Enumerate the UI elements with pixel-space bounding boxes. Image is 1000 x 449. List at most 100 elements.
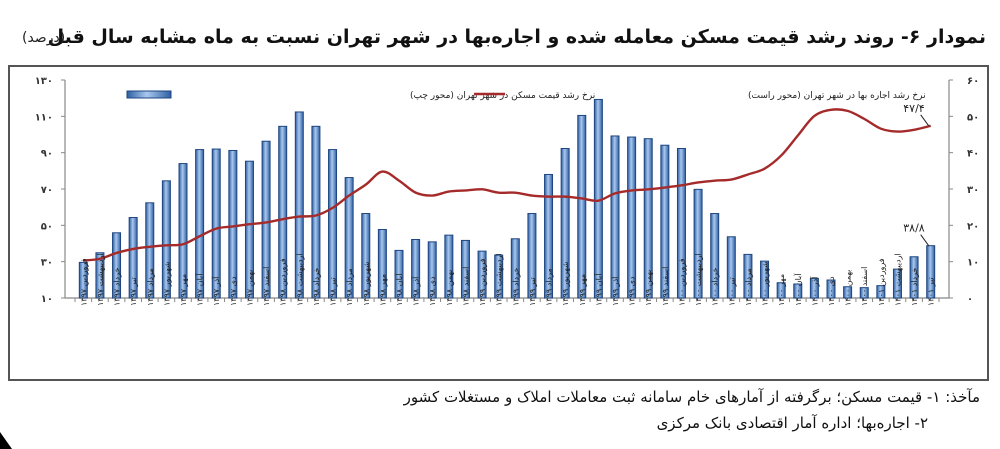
right-y-tick-label: ۰ bbox=[967, 294, 973, 305]
x-tick-label: اسفند ۱۳۹۷ bbox=[262, 267, 271, 306]
bar bbox=[278, 125, 288, 299]
bar bbox=[776, 282, 786, 299]
x-tick-label: اردیبهشت ۱۴۰۱ bbox=[893, 253, 902, 306]
bar bbox=[328, 149, 338, 299]
left-y-tick-label: ۱۰ bbox=[41, 294, 53, 305]
bar bbox=[610, 135, 620, 299]
data-annotation: ۴۷/۴ bbox=[903, 102, 925, 115]
x-tick-label: تیر ۱۳۹۸ bbox=[329, 277, 338, 306]
x-tick-label: مرداد ۱۳۹۷ bbox=[146, 268, 155, 306]
bar bbox=[826, 279, 836, 299]
bar bbox=[477, 250, 487, 299]
bar bbox=[427, 241, 437, 299]
x-tick-label: فروردین ۱۳۹۸ bbox=[279, 258, 288, 306]
right-y-tick-label: ۱۰ bbox=[967, 258, 979, 269]
bar bbox=[510, 238, 520, 299]
x-tick-label: تیر ۱۴۰۱ bbox=[927, 277, 936, 306]
x-axis-labels: فروردین ۱۳۹۷ اردیبهشت ۱۳۹۷ خرداد ۱۳۹۷ تیر ۱… bbox=[79, 253, 935, 306]
x-tick-label: شهریور ۱۳۹۹ bbox=[561, 261, 570, 306]
bar bbox=[527, 213, 537, 299]
rent-line bbox=[83, 108, 931, 262]
x-tick-label: شهریور ۱۳۹۷ bbox=[162, 261, 171, 306]
x-tick-label: خرداد ۱۳۹۷ bbox=[113, 268, 122, 306]
x-tick-label: مرداد ۱۳۹۸ bbox=[345, 268, 354, 306]
bar-series-housing-price bbox=[78, 98, 936, 299]
bar bbox=[444, 234, 454, 299]
legend-bar-label: نرخ رشد قیمت مسکن در شهر تهران (محور چپ) bbox=[410, 91, 595, 101]
chart-title: نمودار ۶- روند رشد قیمت مسکن معامله شده … bbox=[47, 26, 986, 48]
bar bbox=[460, 239, 470, 299]
left-y-tick-label: ۷۰ bbox=[41, 185, 53, 196]
bar bbox=[876, 285, 886, 299]
data-annotation: ۳۸/۸ bbox=[903, 222, 925, 235]
x-tick-label: دی ۱۳۹۷ bbox=[229, 276, 238, 306]
bar bbox=[909, 256, 919, 299]
x-tick-label: تیر ۱۴۰۰ bbox=[727, 277, 736, 306]
bar bbox=[660, 144, 670, 299]
x-tick-label: اردیبهشت ۱۳۹۸ bbox=[295, 253, 304, 306]
x-tick-label: بهمن ۱۳۹۷ bbox=[245, 270, 254, 306]
x-tick-label: خرداد ۱۳۹۹ bbox=[511, 268, 520, 306]
x-tick-label: آذر ۱۳۹۸ bbox=[411, 276, 421, 306]
x-tick-label: دی ۱۳۹۹ bbox=[628, 276, 637, 306]
x-tick-label: اردیبهشت ۱۳۹۹ bbox=[495, 253, 504, 306]
x-tick-label: اردیبهشت ۱۴۰۰ bbox=[694, 253, 703, 306]
line-series-rent bbox=[83, 108, 931, 262]
bar bbox=[244, 160, 254, 299]
chart-frame bbox=[8, 65, 989, 381]
source-notes: مآخذ: ۱- قیمت مسکن؛ برگرفته از آمارهای خ… bbox=[404, 388, 980, 432]
bar bbox=[112, 232, 122, 299]
x-tick-label: مهر ۱۴۰۰ bbox=[777, 274, 786, 306]
legend-bar-swatch bbox=[126, 90, 172, 99]
bar bbox=[560, 147, 570, 299]
x-tick-label: مهر ۱۳۹۸ bbox=[378, 274, 387, 306]
x-tick-label: بهمن ۱۴۰۰ bbox=[844, 270, 853, 306]
left-y-tick-label: ۵۰ bbox=[41, 221, 53, 232]
right-y-tick-label: ۴۰ bbox=[967, 149, 979, 160]
right-y-tick-label: ۲۰ bbox=[967, 221, 979, 232]
x-tick-label: فروردین ۱۴۰۰ bbox=[677, 258, 686, 306]
unit-label: (درصد) bbox=[22, 30, 66, 46]
bar bbox=[892, 268, 902, 299]
bar bbox=[211, 148, 221, 299]
bar bbox=[145, 202, 155, 299]
x-tick-label: اردیبهشت ۱۳۹۷ bbox=[96, 253, 105, 306]
source-line-2: ۲- اجاره‌بها؛ اداره آمار اقتصادی بانک مر… bbox=[656, 414, 928, 432]
x-tick-label: فروردین ۱۴۰۱ bbox=[877, 258, 886, 306]
source-line-1: مآخذ: ۱- قیمت مسکن؛ برگرفته از آمارهای خ… bbox=[403, 388, 980, 406]
bar bbox=[577, 114, 587, 299]
x-tick-label: بهمن ۱۳۹۹ bbox=[644, 270, 653, 306]
bar bbox=[926, 245, 936, 299]
x-tick-label: مهر ۱۳۹۹ bbox=[578, 274, 587, 306]
title-row: نمودار ۶- روند رشد قیمت مسکن معامله شده … bbox=[0, 22, 1000, 56]
x-tick-label: مهر ۱۳۹۷ bbox=[179, 274, 188, 306]
x-tick-label: آبان ۱۳۹۹ bbox=[593, 273, 603, 306]
x-tick-label: شهریور ۱۴۰۰ bbox=[761, 261, 770, 306]
legend-line-label: نرخ رشد اجاره بها در شهر تهران (محور راس… bbox=[748, 91, 926, 101]
right-y-tick-label: ۶۰ bbox=[967, 76, 979, 87]
annotations: ۴۷/۴ ۳۸/۸ bbox=[903, 102, 930, 246]
page-corner-decoration bbox=[0, 432, 12, 449]
x-tick-label: تیر ۱۳۹۹ bbox=[528, 277, 537, 306]
x-tick-label: خرداد ۱۴۰۰ bbox=[711, 268, 720, 306]
legend: نرخ رشد قیمت مسکن در شهر تهران (محور چپ)… bbox=[126, 90, 926, 101]
right-y-tick-label: ۳۰ bbox=[967, 185, 979, 196]
x-tick-label: آذر ۱۳۹۹ bbox=[610, 276, 620, 306]
x-tick-label: خرداد ۱۳۹۸ bbox=[312, 268, 321, 306]
x-tick-label: خرداد ۱۴۰۱ bbox=[910, 268, 919, 306]
bar bbox=[178, 163, 188, 299]
bar bbox=[710, 213, 720, 299]
bar bbox=[676, 147, 686, 299]
bar bbox=[394, 249, 404, 299]
x-tick-label: آبان ۱۳۹۷ bbox=[195, 273, 205, 306]
bar bbox=[494, 254, 504, 299]
bar bbox=[843, 286, 853, 299]
x-tick-label: آذر ۱۴۰۰ bbox=[809, 276, 819, 306]
bar bbox=[544, 173, 554, 299]
x-tick-label: اسفند ۱۳۹۸ bbox=[461, 267, 470, 306]
bar bbox=[726, 236, 736, 299]
bar bbox=[195, 149, 205, 299]
x-tick-label: فروردین ۱۳۹۷ bbox=[79, 258, 88, 306]
bar bbox=[693, 188, 703, 299]
